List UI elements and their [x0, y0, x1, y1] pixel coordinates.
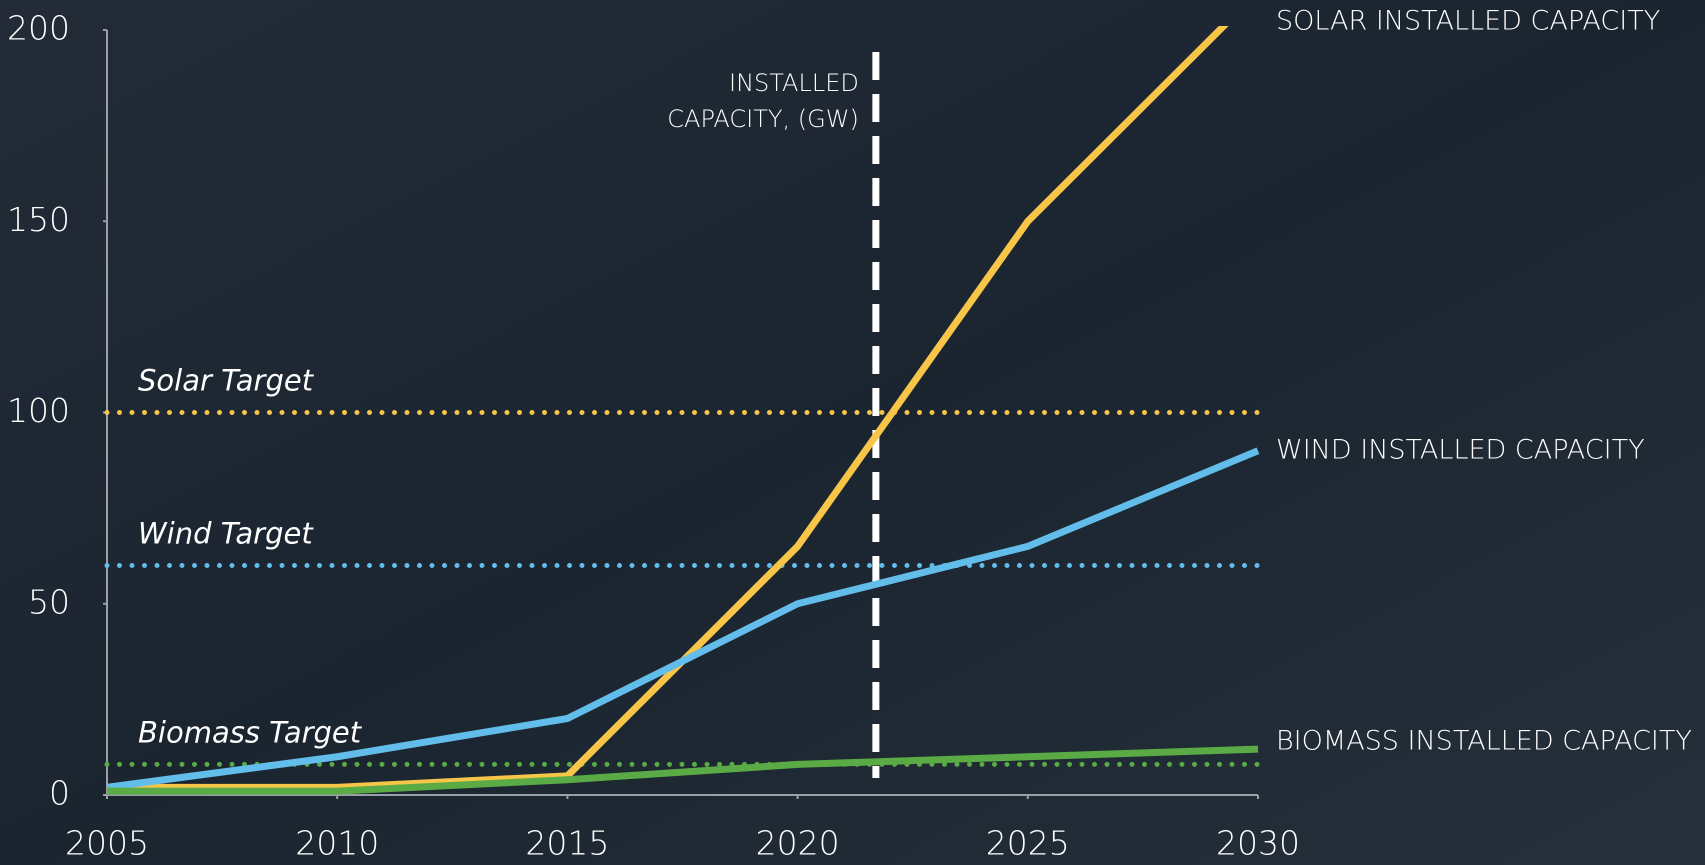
series-label: BIOMASS INSTALLED CAPACITY [1276, 726, 1692, 757]
x-tick-label: 2010 [295, 824, 379, 863]
target-label: Wind Target [138, 517, 314, 551]
y-tick-label: 150 [7, 200, 70, 239]
target-label: Solar Target [138, 364, 315, 398]
x-tick-label: 2015 [525, 824, 609, 863]
x-tick-label: 2020 [756, 824, 840, 863]
page: 0 50 100 150 200 2005 2010 2015 2020 2025 2030 Sola… [0, 0, 1705, 865]
marker-label: INSTALLED [729, 69, 859, 97]
marker-label: CAPACITY, (GW) [667, 105, 859, 133]
target-label: Biomass Target [138, 715, 363, 749]
y-tick-label: 0 [49, 774, 70, 813]
x-tick-label: 2025 [986, 824, 1070, 863]
x-tick-label: 2005 [65, 824, 149, 863]
series-label: SOLAR INSTALLED CAPACITY [1276, 6, 1660, 37]
x-tick-label: 2030 [1216, 824, 1300, 863]
chart: 0 50 100 150 200 2005 2010 2015 2020 2025 2030 Sola… [0, 0, 1705, 865]
series-label: WIND INSTALLED CAPACITY [1276, 435, 1645, 466]
y-tick-label: 200 [7, 9, 70, 48]
y-tick-label: 100 [7, 391, 70, 430]
y-tick-label: 50 [28, 582, 70, 621]
